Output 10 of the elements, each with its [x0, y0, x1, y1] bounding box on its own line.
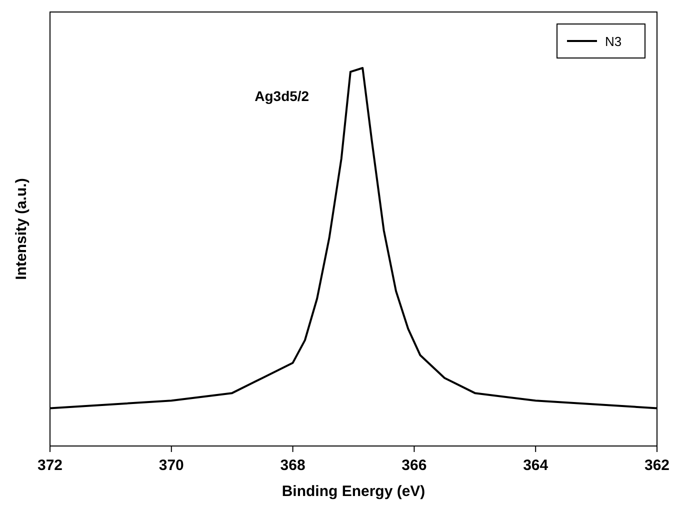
x-tick-label: 370 — [158, 457, 184, 474]
y-axis-title: Intensity (a.u.) — [13, 178, 30, 280]
x-axis-title: Binding Energy (eV) — [282, 483, 426, 500]
x-tick-label: 364 — [523, 457, 549, 474]
x-tick-label: 368 — [280, 457, 306, 474]
x-tick-label: 362 — [644, 457, 670, 474]
x-tick-label: 366 — [402, 457, 427, 474]
annotation: Ag3d5/2 — [254, 88, 310, 104]
legend-label: N3 — [605, 34, 622, 49]
x-tick-label: 372 — [37, 457, 63, 474]
